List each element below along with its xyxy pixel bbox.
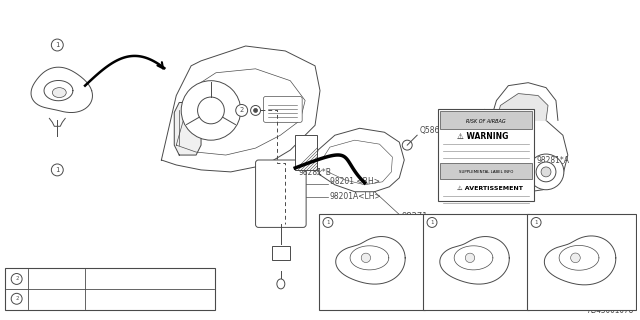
FancyBboxPatch shape <box>440 111 532 129</box>
Polygon shape <box>161 46 320 172</box>
Polygon shape <box>440 236 509 284</box>
Polygon shape <box>490 83 558 120</box>
Polygon shape <box>350 246 388 270</box>
Circle shape <box>536 162 556 182</box>
Text: N450031: N450031 <box>31 294 64 303</box>
FancyBboxPatch shape <box>527 213 636 310</box>
Text: (04MY-04MY): (04MY-04MY) <box>454 296 499 303</box>
Text: 2: 2 <box>15 276 19 282</box>
Text: Q586015: Q586015 <box>419 126 454 135</box>
Polygon shape <box>497 93 548 120</box>
Text: A343001078: A343001078 <box>588 306 634 315</box>
Circle shape <box>236 105 248 116</box>
Ellipse shape <box>52 88 66 98</box>
Circle shape <box>403 140 412 150</box>
Text: 98281*A: 98281*A <box>536 156 569 164</box>
Polygon shape <box>315 128 404 192</box>
Text: 98211: 98211 <box>544 218 569 227</box>
Text: 2: 2 <box>239 108 244 113</box>
Circle shape <box>541 167 551 177</box>
Circle shape <box>253 108 257 112</box>
Polygon shape <box>545 236 616 285</box>
Circle shape <box>51 164 63 176</box>
FancyBboxPatch shape <box>295 135 317 170</box>
FancyBboxPatch shape <box>319 213 425 310</box>
Polygon shape <box>174 102 201 155</box>
Text: ): ) <box>580 296 583 303</box>
Circle shape <box>488 167 497 177</box>
Text: 98211: 98211 <box>336 218 361 227</box>
Circle shape <box>427 218 437 228</box>
Text: <EXC. STI>: <EXC. STI> <box>352 291 392 297</box>
Text: 98201A<LH>: 98201A<LH> <box>330 192 381 201</box>
Text: 1: 1 <box>326 220 330 225</box>
Polygon shape <box>474 120 568 195</box>
Circle shape <box>465 253 475 262</box>
Circle shape <box>51 39 63 51</box>
Text: 98271: 98271 <box>401 212 428 221</box>
Ellipse shape <box>277 279 285 289</box>
Text: 98281*B: 98281*B <box>298 168 331 177</box>
Text: <STI>: <STI> <box>465 291 487 297</box>
Circle shape <box>251 106 260 116</box>
Circle shape <box>323 218 333 228</box>
Polygon shape <box>336 236 405 284</box>
Circle shape <box>198 97 225 124</box>
Text: 1: 1 <box>55 167 60 173</box>
FancyBboxPatch shape <box>4 268 215 310</box>
Text: ⚠ WARNING: ⚠ WARNING <box>457 132 508 141</box>
FancyBboxPatch shape <box>423 213 529 310</box>
Text: (05MY0409-     ): (05MY0409- ) <box>89 294 163 303</box>
Circle shape <box>483 162 502 182</box>
Polygon shape <box>454 246 493 270</box>
Text: RISK OF AIRBAG: RISK OF AIRBAG <box>466 119 506 124</box>
FancyBboxPatch shape <box>440 163 532 179</box>
Circle shape <box>12 274 22 284</box>
Text: N450024: N450024 <box>31 275 64 284</box>
Text: ⚠ AVERTISSEMENT: ⚠ AVERTISSEMENT <box>457 186 523 191</box>
Text: 98211: 98211 <box>440 218 465 227</box>
Polygon shape <box>44 80 73 101</box>
Text: 1: 1 <box>534 220 538 225</box>
Text: 2: 2 <box>15 296 19 301</box>
Text: (05MY-: (05MY- <box>570 290 593 297</box>
FancyBboxPatch shape <box>438 109 534 201</box>
Circle shape <box>475 154 510 190</box>
Text: SUPPLEMENTAL LABEL INFO: SUPPLEMENTAL LABEL INFO <box>459 170 513 174</box>
FancyBboxPatch shape <box>272 246 290 260</box>
FancyBboxPatch shape <box>264 97 302 122</box>
Text: 1: 1 <box>430 220 434 225</box>
Text: 1: 1 <box>55 42 60 48</box>
Text: (02MY-04MY): (02MY-04MY) <box>349 296 395 303</box>
Text: 98201 <RH>: 98201 <RH> <box>330 177 380 186</box>
FancyBboxPatch shape <box>255 160 306 228</box>
Circle shape <box>528 154 564 190</box>
Circle shape <box>531 218 541 228</box>
Polygon shape <box>559 245 599 270</box>
Circle shape <box>361 253 371 262</box>
Circle shape <box>181 81 241 140</box>
Polygon shape <box>31 67 92 113</box>
Circle shape <box>571 253 580 263</box>
Circle shape <box>12 293 22 304</box>
Text: (02MY-05MY0408): (02MY-05MY0408) <box>89 275 158 284</box>
